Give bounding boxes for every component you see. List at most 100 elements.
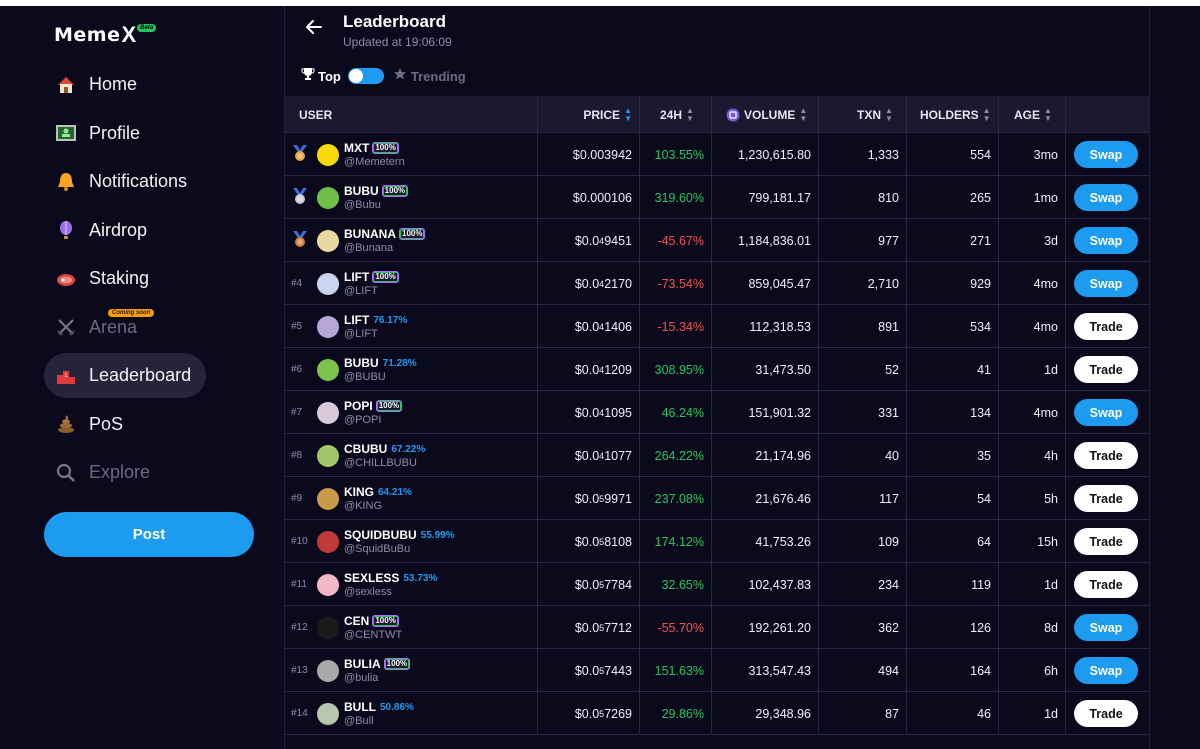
holders-cell: 35 bbox=[907, 434, 999, 477]
trade-button[interactable]: Trade bbox=[1074, 485, 1138, 512]
swap-button[interactable]: Swap bbox=[1074, 227, 1138, 254]
token-name[interactable]: BULIA bbox=[344, 657, 381, 671]
token-handle[interactable]: @LIFT bbox=[344, 285, 378, 297]
token-handle[interactable]: @Bubu bbox=[344, 199, 381, 211]
token-name[interactable]: BUBU bbox=[344, 356, 379, 370]
swap-button[interactable]: Swap bbox=[1074, 614, 1138, 641]
user-cell[interactable]: #12 CEN 100% @CENTWT bbox=[285, 606, 538, 649]
table-row[interactable]: MXT 100% @Memetern $0.003942 103.55% 1,2… bbox=[285, 133, 1149, 176]
token-handle[interactable]: @POPI bbox=[344, 414, 382, 426]
user-cell[interactable]: #13 BULIA 100% @bulia bbox=[285, 649, 538, 692]
toggle-trending-label[interactable]: Trending bbox=[410, 68, 466, 84]
sidebar-item-explore[interactable]: Explore bbox=[44, 450, 264, 495]
token-name[interactable]: KING bbox=[344, 485, 374, 499]
sidebar-item-pos[interactable]: PoS bbox=[44, 402, 264, 447]
table-row[interactable]: #14 BULL 50.86% @Bull $0.0 5 7269 29.86% 2… bbox=[285, 692, 1149, 735]
action-cell: Swap bbox=[1066, 176, 1146, 219]
user-cell[interactable]: #8 CBUBU 67.22% @CHILLBUBU bbox=[285, 434, 538, 477]
trade-button[interactable]: Trade bbox=[1074, 571, 1138, 598]
token-handle[interactable]: @Bull bbox=[344, 715, 374, 727]
user-cell[interactable]: #6 BUBU 71.28% @BUBU bbox=[285, 348, 538, 391]
table-row[interactable]: #5 LIFT 76.17% @LIFT $0.0 4 1406 -15.34% 1… bbox=[285, 305, 1149, 348]
swap-button[interactable]: Swap bbox=[1074, 657, 1138, 684]
top-trending-switch[interactable] bbox=[347, 68, 384, 84]
token-handle[interactable]: @LIFT bbox=[344, 328, 378, 340]
table-row[interactable]: #13 BULIA 100% @bulia $0.0 5 7443 151.63% … bbox=[285, 649, 1149, 692]
token-name[interactable]: BULL bbox=[344, 700, 376, 714]
token-avatar bbox=[317, 229, 339, 252]
table-row[interactable]: #8 CBUBU 67.22% @CHILLBUBU $0.0 4 1077 264… bbox=[285, 434, 1149, 477]
token-name[interactable]: LIFT bbox=[344, 313, 370, 327]
token-avatar bbox=[317, 444, 339, 467]
token-handle[interactable]: @CHILLBUBU bbox=[344, 457, 417, 469]
trade-button[interactable]: Trade bbox=[1074, 356, 1138, 383]
sidebar-item-profile[interactable]: Profile bbox=[44, 111, 264, 156]
user-cell[interactable]: #10 SQUIDBUBU 55.99% @SquidBuBu bbox=[285, 520, 538, 563]
post-button[interactable]: Post bbox=[44, 512, 254, 557]
swap-button[interactable]: Swap bbox=[1074, 184, 1138, 211]
memex-logo[interactable]: Meme X Beta bbox=[54, 24, 157, 52]
user-cell[interactable]: #9 KING 64.21% @KING bbox=[285, 477, 538, 520]
token-name[interactable]: CBUBU bbox=[344, 442, 388, 456]
sidebar-item-airdrop[interactable]: Airdrop bbox=[44, 208, 264, 253]
trade-button[interactable]: Trade bbox=[1074, 700, 1138, 727]
trade-button[interactable]: Trade bbox=[1074, 313, 1138, 340]
trade-button[interactable]: Trade bbox=[1074, 442, 1138, 469]
user-cell[interactable]: BUNANA 100% @Bunana bbox=[285, 219, 538, 262]
token-handle[interactable]: @CENTWT bbox=[344, 629, 403, 641]
column-24h[interactable]: 24H ▲ ▼ bbox=[640, 96, 712, 133]
holders-value: 929 bbox=[970, 276, 991, 291]
token-handle[interactable]: @Bunana bbox=[344, 242, 394, 254]
user-cell[interactable]: MXT 100% @Memetern bbox=[285, 133, 538, 176]
token-handle[interactable]: @sexless bbox=[344, 586, 392, 598]
swap-button[interactable]: Swap bbox=[1074, 399, 1138, 426]
sidebar-item-home[interactable]: Home bbox=[44, 62, 264, 107]
toggle-top-label[interactable]: Top bbox=[318, 68, 341, 84]
column-holders[interactable]: HOLDERS ▲ ▼ bbox=[907, 96, 999, 133]
back-arrow-icon[interactable] bbox=[303, 16, 325, 38]
table-row[interactable]: #6 BUBU 71.28% @BUBU $0.0 4 1209 308.95% 3… bbox=[285, 348, 1149, 391]
sidebar-item-leaderboard[interactable]: 1 Leaderboard bbox=[44, 353, 206, 398]
token-handle[interactable]: @Memetern bbox=[344, 156, 405, 168]
token-handle[interactable]: @KING bbox=[344, 500, 383, 512]
table-row[interactable]: #10 SQUIDBUBU 55.99% @SquidBuBu $0.0 5 810… bbox=[285, 520, 1149, 563]
sidebar-item-notifications[interactable]: Notifications bbox=[44, 159, 264, 204]
sidebar-item-label: Explore bbox=[89, 462, 151, 482]
user-cell[interactable]: #11 SEXLESS 53.73% @sexless bbox=[285, 563, 538, 606]
holders-value: 64 bbox=[977, 534, 991, 549]
token-handle[interactable]: @BUBU bbox=[344, 371, 386, 383]
table-row[interactable]: #9 KING 64.21% @KING $0.0 5 9971 237.08% 2… bbox=[285, 477, 1149, 520]
user-cell[interactable]: BUBU 100% @Bubu bbox=[285, 176, 538, 219]
sidebar-item-arena[interactable]: Arena Coming soon bbox=[44, 305, 264, 350]
token-name[interactable]: CEN bbox=[344, 614, 370, 628]
token-name[interactable]: BUNANA bbox=[344, 227, 396, 241]
table-row[interactable]: #7 POPI 100% @POPI $0.0 4 1095 46.24% 151,… bbox=[285, 391, 1149, 434]
user-cell[interactable]: #14 BULL 50.86% @Bull bbox=[285, 692, 538, 735]
table-row[interactable]: #11 SEXLESS 53.73% @sexless $0.0 5 7784 32… bbox=[285, 563, 1149, 606]
swap-button[interactable]: Swap bbox=[1074, 141, 1138, 168]
token-name[interactable]: POPI bbox=[344, 399, 373, 413]
token-name[interactable]: BUBU bbox=[344, 184, 379, 198]
token-handle[interactable]: @SquidBuBu bbox=[344, 543, 411, 555]
table-row[interactable]: #4 LIFT 100% @LIFT $0.0 4 2170 -73.54% 859… bbox=[285, 262, 1149, 305]
swap-button[interactable]: Swap bbox=[1074, 270, 1138, 297]
column-age[interactable]: AGE ▲ ▼ bbox=[999, 96, 1066, 133]
beta-badge: Beta bbox=[137, 24, 157, 32]
table-row[interactable]: BUNANA 100% @Bunana $0.0 4 9451 -45.67% 1,… bbox=[285, 219, 1149, 262]
column-price[interactable]: PRICE ▲ ▼ bbox=[538, 96, 640, 133]
token-name[interactable]: SQUIDBUBU bbox=[344, 528, 417, 542]
token-name[interactable]: LIFT bbox=[344, 270, 370, 284]
table-row[interactable]: #12 CEN 100% @CENTWT $0.0 5 7712 -55.70% 1… bbox=[285, 606, 1149, 649]
token-name[interactable]: MXT bbox=[344, 141, 370, 155]
user-cell[interactable]: #7 POPI 100% @POPI bbox=[285, 391, 538, 434]
user-cell[interactable]: #5 LIFT 76.17% @LIFT bbox=[285, 305, 538, 348]
trade-button[interactable]: Trade bbox=[1074, 528, 1138, 555]
sidebar-item-staking[interactable]: Staking bbox=[44, 256, 264, 301]
token-name[interactable]: SEXLESS bbox=[344, 571, 400, 585]
table-row[interactable]: BUBU 100% @Bubu $0.000106 319.60% 799,18… bbox=[285, 176, 1149, 219]
action-cell: Trade bbox=[1066, 520, 1146, 563]
column-volume[interactable]: VOLUME ▲ ▼ bbox=[712, 96, 819, 133]
user-cell[interactable]: #4 LIFT 100% @LIFT bbox=[285, 262, 538, 305]
token-handle[interactable]: @bulia bbox=[344, 672, 379, 684]
column-txn[interactable]: TXN ▲ ▼ bbox=[819, 96, 907, 133]
